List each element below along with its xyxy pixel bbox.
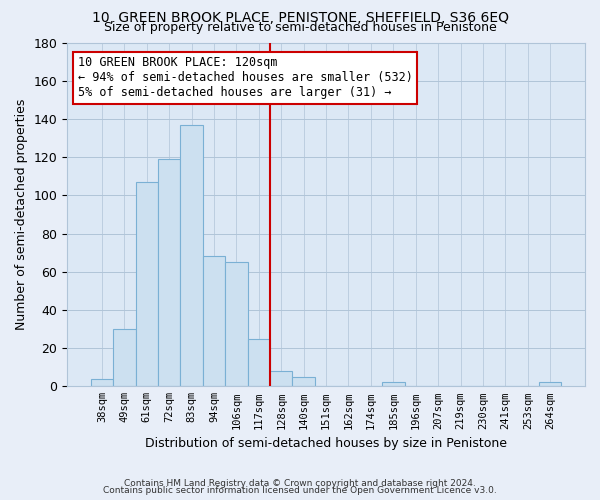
Text: Contains HM Land Registry data © Crown copyright and database right 2024.: Contains HM Land Registry data © Crown c…: [124, 478, 476, 488]
Bar: [382, 382, 404, 386]
Text: 10 GREEN BROOK PLACE: 120sqm
← 94% of semi-detached houses are smaller (532)
5% : 10 GREEN BROOK PLACE: 120sqm ← 94% of se…: [77, 56, 412, 100]
Text: Size of property relative to semi-detached houses in Penistone: Size of property relative to semi-detach…: [104, 21, 496, 34]
Bar: [539, 382, 562, 386]
Text: Contains public sector information licensed under the Open Government Licence v3: Contains public sector information licen…: [103, 486, 497, 495]
Bar: [113, 329, 136, 386]
Y-axis label: Number of semi-detached properties: Number of semi-detached properties: [15, 98, 28, 330]
Bar: [181, 124, 203, 386]
Bar: [136, 182, 158, 386]
Bar: [158, 159, 181, 386]
Bar: [248, 338, 270, 386]
Bar: [203, 256, 225, 386]
Bar: [292, 377, 315, 386]
Text: 10, GREEN BROOK PLACE, PENISTONE, SHEFFIELD, S36 6EQ: 10, GREEN BROOK PLACE, PENISTONE, SHEFFI…: [91, 11, 509, 25]
X-axis label: Distribution of semi-detached houses by size in Penistone: Distribution of semi-detached houses by …: [145, 437, 507, 450]
Bar: [225, 262, 248, 386]
Bar: [270, 371, 292, 386]
Bar: [91, 378, 113, 386]
